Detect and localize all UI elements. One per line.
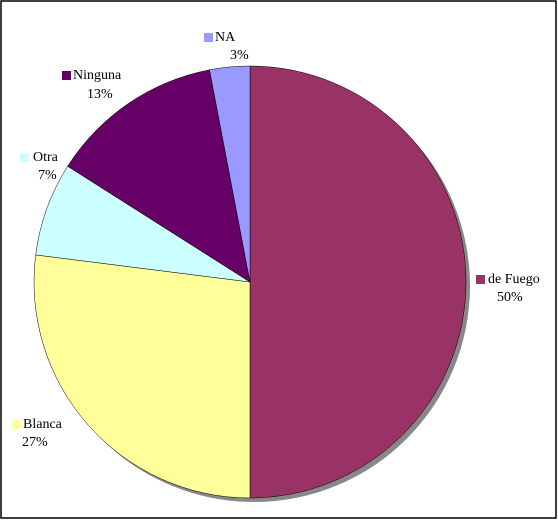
legend-swatch <box>62 71 71 80</box>
slice-percent: 27% <box>22 435 48 450</box>
slice-name: NA <box>215 30 236 45</box>
pie-slice <box>33 254 251 499</box>
legend-swatch <box>20 153 29 162</box>
slice-name: Otra <box>33 150 59 165</box>
slice-name: de Fuego <box>488 272 540 287</box>
slice-percent: 7% <box>38 168 57 183</box>
pie-slice <box>67 69 251 283</box>
slice-percent: 50% <box>497 290 523 305</box>
slice-name: Ninguna <box>73 68 122 83</box>
legend-swatch <box>204 33 213 42</box>
pie-slice <box>249 65 467 499</box>
slice-percent: 3% <box>230 48 249 63</box>
legend-swatch <box>476 275 485 284</box>
slice-name: Blanca <box>23 417 63 432</box>
legend-swatch <box>12 420 21 429</box>
slice-percent: 13% <box>87 87 113 102</box>
pie-slice <box>209 65 251 283</box>
